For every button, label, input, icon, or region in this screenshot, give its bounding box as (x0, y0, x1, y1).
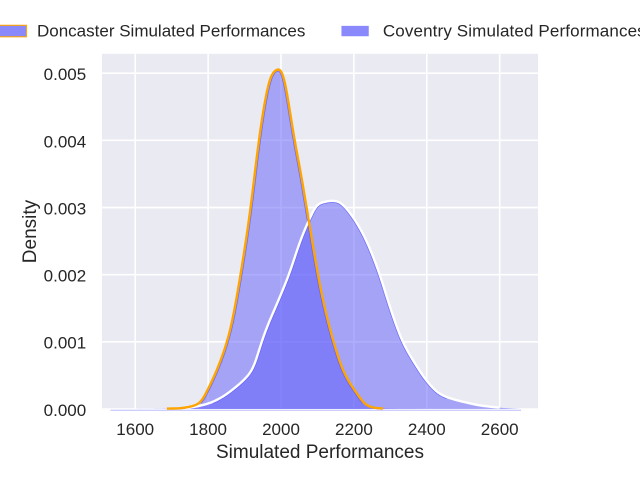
svg-text:2200: 2200 (335, 420, 373, 439)
svg-text:2600: 2600 (481, 420, 519, 439)
svg-text:0.000: 0.000 (44, 401, 87, 420)
svg-text:2000: 2000 (262, 420, 300, 439)
svg-text:1600: 1600 (116, 420, 154, 439)
svg-text:Simulated Performances: Simulated Performances (216, 442, 424, 463)
svg-text:0.001: 0.001 (44, 334, 87, 353)
svg-text:0.004: 0.004 (44, 132, 87, 151)
svg-text:0.003: 0.003 (44, 199, 87, 218)
svg-text:Density: Density (20, 199, 41, 263)
svg-text:0.005: 0.005 (44, 65, 87, 84)
svg-text:1800: 1800 (189, 420, 227, 439)
svg-text:2400: 2400 (408, 420, 446, 439)
svg-text:Coventry Simulated Performance: Coventry Simulated Performances (383, 22, 640, 41)
svg-text:Doncaster Simulated Performanc: Doncaster Simulated Performances (37, 22, 305, 41)
svg-text:0.002: 0.002 (44, 267, 87, 286)
